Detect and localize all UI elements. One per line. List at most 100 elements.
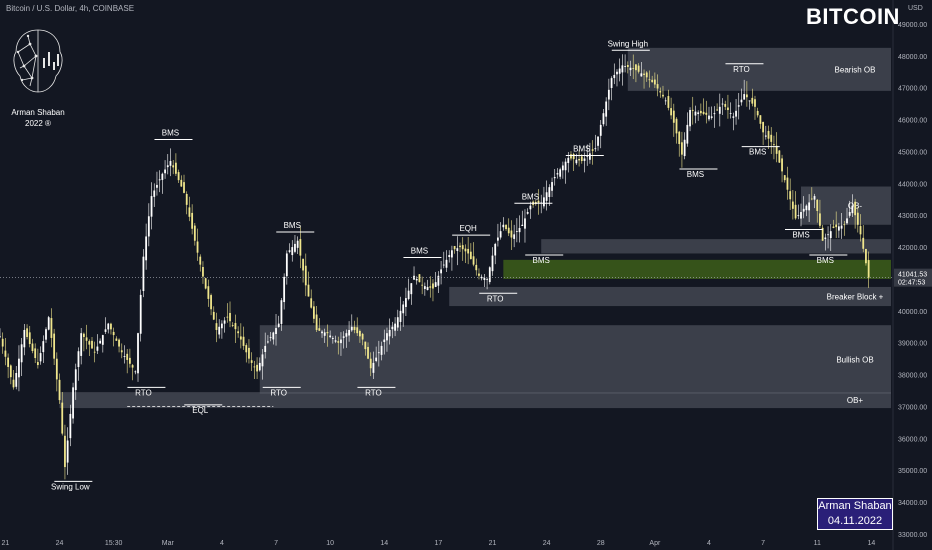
- candle-body: [288, 250, 291, 252]
- candle-body: [348, 329, 350, 336]
- candle-body: [104, 329, 107, 332]
- candle-body: [840, 225, 843, 229]
- candle-body: [735, 110, 737, 117]
- candle-body: [626, 65, 629, 67]
- candle-body: [91, 340, 93, 349]
- candle-body: [524, 218, 526, 229]
- candle-body: [304, 265, 307, 286]
- candle-body: [359, 330, 361, 337]
- candle-body: [497, 237, 499, 241]
- candle-body: [307, 284, 310, 297]
- x-tick-label: 21: [489, 540, 497, 547]
- candle-body: [867, 260, 870, 278]
- candle-body: [264, 345, 267, 352]
- candle-body: [61, 402, 64, 434]
- candle-body: [275, 328, 277, 334]
- candle-body: [461, 245, 464, 250]
- candle-body: [26, 328, 28, 337]
- candle-body: [805, 205, 808, 211]
- annotation-label: Swing High: [608, 39, 648, 48]
- candle-body: [142, 256, 145, 292]
- candle-body: [161, 173, 164, 180]
- candle-body: [786, 177, 789, 190]
- annotation-label: BMS: [817, 256, 834, 265]
- candle-body: [802, 208, 805, 212]
- candle-body: [377, 352, 380, 354]
- candle-body: [499, 231, 502, 238]
- candle-body: [808, 202, 811, 211]
- candle-body: [743, 94, 746, 100]
- candle-body: [156, 184, 158, 188]
- candle-body: [191, 212, 194, 229]
- candle-body: [453, 245, 456, 250]
- candle-body: [88, 341, 91, 345]
- candle-body: [821, 227, 824, 241]
- candle-body: [277, 323, 280, 327]
- brain-logo: Arman Shaban 2022 ®: [8, 22, 68, 134]
- candle-body: [480, 276, 483, 279]
- candle-body: [848, 212, 851, 216]
- candle-body: [854, 201, 857, 216]
- zone-box: [627, 47, 891, 91]
- candle-body: [402, 304, 405, 314]
- zone-box: [541, 239, 891, 254]
- candle-body: [172, 165, 175, 168]
- candle-body: [578, 158, 580, 161]
- candle-body: [55, 358, 58, 380]
- y-tick-label: 36000.00: [898, 436, 927, 443]
- candle-body: [36, 362, 39, 366]
- candle-body: [683, 139, 686, 157]
- candle-body: [329, 335, 332, 338]
- candle-body: [285, 253, 288, 277]
- candle-body: [645, 72, 648, 78]
- candle-body: [708, 115, 710, 120]
- candle-body: [843, 224, 846, 226]
- annotation-label: BMS: [792, 231, 809, 240]
- candle-body: [399, 310, 402, 322]
- candle-body: [180, 179, 183, 187]
- candle-body: [239, 336, 242, 340]
- brain-icon: [13, 29, 63, 93]
- candle-body: [819, 213, 821, 226]
- candle-body: [643, 73, 645, 75]
- candle-body: [318, 328, 321, 331]
- candle-body: [667, 96, 670, 108]
- annotation-label: BMS: [749, 148, 766, 157]
- candle-body: [548, 187, 551, 198]
- annotation-label: EQH: [459, 224, 477, 233]
- candle-body: [618, 68, 621, 74]
- logo-year: 2022 ®: [25, 119, 51, 128]
- candle-body: [242, 336, 245, 346]
- candle-body: [694, 111, 697, 116]
- candle-body: [651, 79, 654, 83]
- candle-body: [859, 226, 862, 235]
- candle-body: [215, 323, 218, 330]
- candle-body: [797, 215, 800, 217]
- y-tick-label: 38000.00: [898, 373, 927, 380]
- candle-body: [691, 109, 694, 111]
- candle-body: [545, 192, 548, 201]
- candle-body: [745, 94, 748, 98]
- candle-body: [621, 65, 624, 73]
- candle-body: [396, 317, 399, 328]
- candle-body: [101, 335, 104, 345]
- candle-body: [713, 113, 716, 115]
- candle-body: [681, 142, 683, 155]
- candle-body: [226, 316, 229, 318]
- candle-body: [39, 353, 42, 362]
- candle-body: [147, 216, 150, 237]
- currency-label: USD: [908, 5, 923, 12]
- candle-body: [77, 351, 80, 368]
- x-tick-label: Apr: [649, 540, 661, 547]
- candle-body: [456, 248, 459, 251]
- candle-body: [789, 191, 792, 200]
- y-tick-label: 33000.00: [898, 532, 927, 539]
- candle-body: [464, 248, 467, 252]
- candle-body: [434, 282, 437, 287]
- candle-body: [810, 198, 813, 200]
- candle-body: [118, 339, 120, 347]
- candle-body: [756, 110, 759, 116]
- zone-box: [449, 286, 891, 307]
- candle-body: [212, 311, 215, 320]
